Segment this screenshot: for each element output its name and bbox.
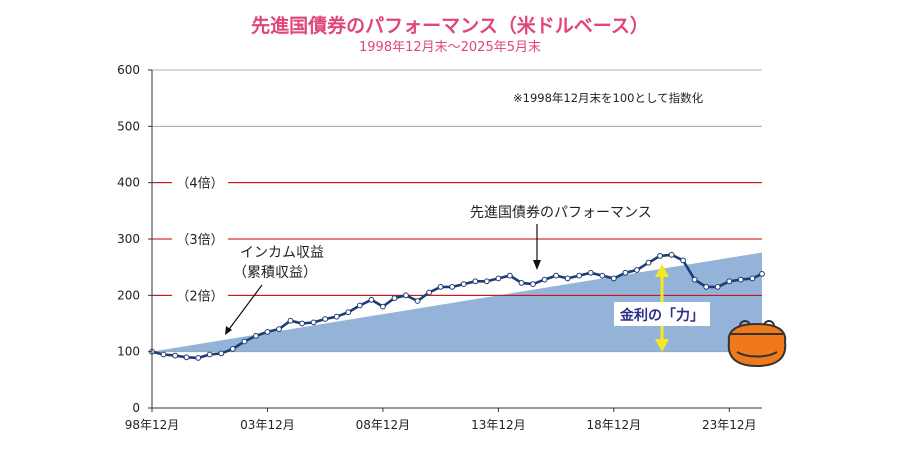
x-tick-label-2: 08年12月 bbox=[356, 418, 411, 432]
income-label-line1: インカム収益 bbox=[240, 245, 324, 261]
y-tick-label-600: 600 bbox=[117, 63, 140, 77]
chart-subtitle: 1998年12月末〜2025年5月末 bbox=[359, 40, 541, 55]
performance-point-1999-12 bbox=[172, 352, 179, 359]
performance-point-1999-06 bbox=[160, 351, 167, 358]
performance-point-2002-12 bbox=[241, 338, 248, 345]
income-arrow bbox=[225, 284, 263, 335]
performance-point-2009-06 bbox=[391, 295, 398, 302]
reference-label-bg-300 bbox=[172, 229, 228, 249]
y-tick-label-500: 500 bbox=[117, 119, 140, 133]
performance-label: 先進国債券のパフォーマンス bbox=[470, 205, 652, 221]
performance-point-2016-06 bbox=[553, 272, 559, 279]
performance-point-2013-12 bbox=[495, 275, 502, 282]
reference-label-bg-400 bbox=[172, 172, 228, 193]
x-tick-label-0: 98年12月 bbox=[125, 418, 180, 432]
performance-point-2000-06 bbox=[183, 354, 190, 361]
performance-point-2009-12 bbox=[403, 292, 409, 299]
kinri-label-box bbox=[614, 302, 710, 326]
axes bbox=[148, 69, 762, 412]
performance-point-2022-12 bbox=[703, 284, 710, 290]
chart-title: 先進国債券のパフォーマンス（米ドルベース） bbox=[251, 14, 649, 37]
x-tick-label-4: 18年12月 bbox=[587, 418, 642, 432]
performance-point-2008-12 bbox=[380, 303, 386, 310]
performance-point-2023-06 bbox=[714, 284, 721, 290]
performance-point-2019-06 bbox=[622, 269, 629, 276]
y-tick-label-100: 100 bbox=[117, 345, 140, 359]
y-tick-label-200: 200 bbox=[117, 288, 140, 302]
performance-point-2005-06 bbox=[299, 320, 306, 327]
performance-point-2025-05 bbox=[759, 271, 765, 277]
performance-point-2021-12 bbox=[680, 257, 686, 264]
performance-point-2024-12 bbox=[749, 275, 756, 282]
performance-point-2017-06 bbox=[576, 272, 583, 279]
performance-point-2012-12 bbox=[472, 278, 479, 285]
performance-point-2007-06 bbox=[345, 309, 352, 316]
performance-point-2014-06 bbox=[507, 272, 513, 279]
performance-point-2006-12 bbox=[333, 313, 340, 320]
performance-point-2002-06 bbox=[229, 346, 236, 352]
performance-point-2003-06 bbox=[253, 333, 259, 339]
reference-label-400: （4倍） bbox=[176, 177, 223, 192]
performance-point-2020-06 bbox=[645, 259, 652, 266]
reference-labels: （2倍） （3倍） （4倍） bbox=[172, 172, 228, 306]
performance-point-2001-06 bbox=[206, 351, 213, 358]
kinri-label: 金利の「力」 bbox=[619, 307, 704, 324]
income-label-line2: （累積収益） bbox=[233, 265, 317, 281]
performance-point-2006-06 bbox=[322, 316, 329, 322]
performance-markers bbox=[149, 251, 765, 361]
performance-point-2005-12 bbox=[310, 319, 317, 326]
performance-point-2003-12 bbox=[264, 329, 271, 335]
performance-point-2023-12 bbox=[726, 278, 733, 285]
performance-point-2011-06 bbox=[437, 284, 444, 290]
x-tick-labels: 98年12月 03年12月 08年12月 13年12月 18年12月 23年12月 bbox=[125, 418, 757, 432]
performance-point-2014-12 bbox=[518, 280, 525, 286]
performance-point-2015-12 bbox=[541, 276, 548, 283]
performance-point-2007-12 bbox=[356, 302, 363, 309]
performance-point-2024-06 bbox=[737, 276, 744, 283]
performance-point-2012-06 bbox=[460, 281, 467, 288]
performance-point-2021-06 bbox=[668, 251, 675, 258]
reference-label-300: （3倍） bbox=[176, 233, 223, 248]
y-tick-labels: 0 100 200 300 400 500 600 bbox=[117, 63, 140, 415]
performance-point-2020-12 bbox=[657, 253, 663, 259]
x-tick-label-5: 23年12月 bbox=[702, 418, 757, 432]
performance-point-2017-12 bbox=[587, 269, 594, 276]
performance-point-2004-12 bbox=[287, 317, 294, 324]
x-tick-label-1: 03年12月 bbox=[240, 418, 295, 432]
performance-point-2000-12 bbox=[195, 355, 202, 361]
performance-arrow bbox=[533, 224, 541, 270]
performance-point-2004-06 bbox=[276, 326, 282, 333]
reference-label-bg-200 bbox=[172, 285, 228, 306]
performance-point-2010-06 bbox=[414, 298, 421, 304]
reference-label-200: （2倍） bbox=[176, 289, 223, 304]
y-tick-label-400: 400 bbox=[117, 176, 140, 190]
y-tick-label-0: 0 bbox=[132, 401, 140, 415]
performance-point-2016-12 bbox=[564, 275, 571, 282]
performance-point-2019-12 bbox=[634, 267, 640, 273]
performance-point-2011-12 bbox=[449, 284, 456, 290]
performance-point-2008-06 bbox=[368, 296, 375, 303]
x-tick-label-3: 13年12月 bbox=[471, 418, 526, 432]
performance-point-2022-06 bbox=[691, 276, 698, 283]
y-tick-label-300: 300 bbox=[117, 232, 140, 246]
index-note: ※1998年12月末を100として指数化 bbox=[513, 91, 704, 105]
performance-point-2015-06 bbox=[530, 281, 536, 288]
performance-point-2018-06 bbox=[599, 272, 606, 279]
performance-point-2013-06 bbox=[483, 278, 490, 285]
performance-point-2018-12 bbox=[610, 275, 617, 282]
coin-purse-icon bbox=[727, 320, 787, 368]
performance-point-2010-12 bbox=[426, 289, 433, 296]
performance-point-2001-12 bbox=[218, 350, 225, 357]
